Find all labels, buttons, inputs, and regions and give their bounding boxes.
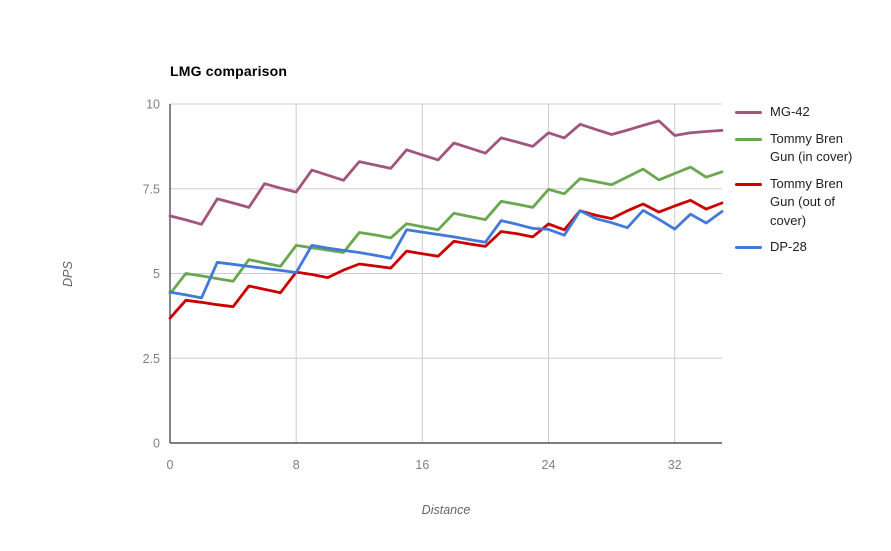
x-tick-label: 16 <box>415 458 429 472</box>
legend-item-dp-28: DP-28 <box>735 238 887 257</box>
legend-label: Tommy Bren Gun (out of cover) <box>770 175 843 228</box>
legend-swatch <box>735 111 762 114</box>
y-tick-label: 0 <box>153 437 160 451</box>
legend-item-mg-42: MG-42 <box>735 103 887 122</box>
x-axis-title: Distance <box>421 503 471 517</box>
legend-item-tommy-bren-gun-in-cover-: Tommy Bren Gun (in cover) <box>735 130 887 167</box>
x-tick-label: 8 <box>293 458 300 472</box>
chart-title: LMG comparison <box>170 63 288 79</box>
y-tick-label: 2.5 <box>143 352 160 366</box>
series-line-tommy-bren-gun-out-of-cover- <box>168 198 724 320</box>
legend-swatch <box>735 182 762 186</box>
x-tick-label: 32 <box>668 458 682 472</box>
y-tick-label: 10 <box>146 98 160 112</box>
legend-item-tommy-bren-gun-out-of-cover-: Tommy Bren Gun (out of cover) <box>735 175 887 231</box>
y-tick-label: 5 <box>153 267 160 281</box>
legend-label: DP-28 <box>770 239 807 254</box>
series-line-tommy-bren-gun-in-cover- <box>168 165 724 296</box>
series-line-mg-42 <box>168 119 724 226</box>
y-tick-label: 7.5 <box>143 182 160 196</box>
chart-legend: MG-42 Tommy Bren Gun (in cover) Tommy Bren… <box>735 103 887 257</box>
legend-swatch <box>735 246 762 249</box>
legend-label: MG-42 <box>770 104 810 119</box>
x-tick-label: 24 <box>542 458 556 472</box>
legend-label: Tommy Bren Gun (in cover) <box>770 130 853 165</box>
legend-swatch <box>735 137 762 141</box>
x-tick-label: 0 <box>167 458 174 472</box>
series-line-dp-28 <box>168 208 724 300</box>
